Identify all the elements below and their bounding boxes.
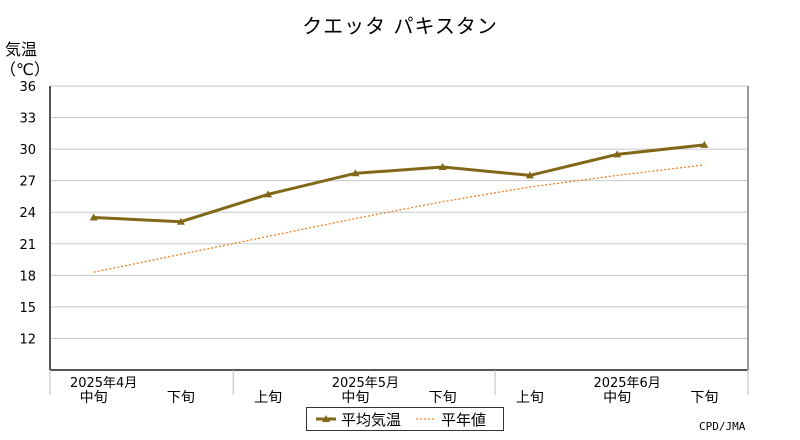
source-credit: CPD/JMA [699, 420, 746, 433]
x-month-label: 2025年4月 [70, 376, 137, 391]
y-axis-label-line2: （℃） [0, 60, 50, 79]
data-point-mean [351, 169, 360, 177]
x-tick-label: 上旬 [254, 390, 282, 406]
y-axis-label-line1: 気温 [4, 40, 37, 59]
legend-label-mean: 平均気温 [341, 410, 402, 429]
data-point-mean [700, 140, 709, 148]
x-tick-label: 中旬 [80, 390, 108, 406]
x-tick-label: 下旬 [429, 390, 457, 406]
legend-item-mean: 平均気温 [315, 409, 401, 430]
legend-item-normal: 平年値 [415, 409, 486, 430]
legend-swatch-mean [316, 415, 336, 422]
y-tick-label: 30 [19, 143, 36, 158]
legend-swatch-normal [416, 418, 437, 420]
y-tick-label: 27 [19, 175, 36, 190]
x-month-label: 2025年6月 [593, 376, 660, 391]
x-tick-label: 中旬 [341, 390, 369, 406]
data-point-mean [264, 190, 273, 198]
plot-background [50, 86, 748, 370]
y-tick-label: 24 [19, 206, 36, 221]
y-tick-label: 18 [19, 269, 36, 284]
data-point-mean [176, 217, 185, 225]
data-point-mean [613, 150, 622, 158]
y-tick-label: 36 [19, 80, 36, 95]
y-tick-label: 33 [19, 112, 36, 127]
y-axis-label: 気温 （℃） [0, 40, 50, 80]
x-tick-label: 中旬 [603, 390, 631, 406]
y-tick-label: 15 [19, 301, 36, 316]
series-line-normal [93, 164, 705, 273]
x-month-label: 2025年5月 [332, 376, 399, 391]
x-tick-label: 下旬 [690, 390, 718, 406]
data-point-mean [438, 162, 447, 170]
series-line-mean [93, 143, 705, 224]
y-tick-label: 21 [19, 238, 36, 253]
legend: 平均気温 平年値 [306, 407, 504, 431]
chart-title: クエッタ パキスタン [302, 14, 498, 38]
data-point-mean [89, 213, 98, 221]
data-point-mean [525, 171, 534, 179]
x-tick-label: 下旬 [167, 390, 195, 406]
legend-label-normal: 平年値 [441, 410, 487, 429]
x-tick-label: 上旬 [516, 390, 544, 406]
y-tick-label: 12 [19, 332, 36, 347]
